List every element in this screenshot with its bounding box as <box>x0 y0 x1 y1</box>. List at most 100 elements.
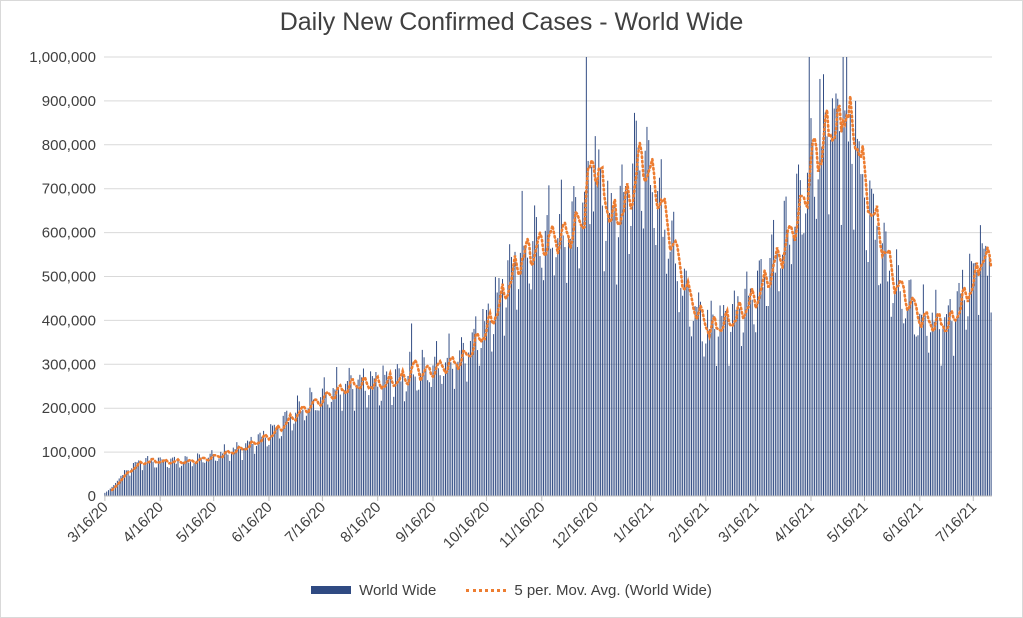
legend-item-world-wide[interactable]: World Wide <box>311 582 436 599</box>
x-tick-label: 6/16/20 <box>228 499 275 546</box>
bar <box>118 478 120 496</box>
bar <box>505 307 507 496</box>
bar <box>159 457 161 496</box>
bar <box>507 260 509 496</box>
bar <box>764 274 766 496</box>
bar <box>414 376 416 496</box>
bar <box>225 450 227 496</box>
bar <box>830 139 832 496</box>
bar <box>865 250 867 496</box>
bar <box>264 437 266 496</box>
bar <box>368 395 370 496</box>
bar <box>958 282 960 496</box>
bar <box>471 332 473 496</box>
bar <box>735 309 737 496</box>
bar <box>289 412 291 496</box>
bar <box>894 294 896 496</box>
bar <box>978 314 980 496</box>
bar <box>263 430 265 496</box>
bar <box>327 404 329 496</box>
bar <box>699 301 701 496</box>
bar <box>767 306 769 496</box>
bar <box>191 466 193 496</box>
bar <box>380 400 382 496</box>
bar <box>979 225 981 496</box>
bar <box>878 285 880 496</box>
bar <box>305 415 307 496</box>
bar <box>143 464 145 496</box>
bar <box>232 447 234 496</box>
bar <box>127 470 129 496</box>
bar <box>823 74 824 496</box>
bar <box>637 147 639 497</box>
bar <box>585 57 587 496</box>
bar <box>796 173 798 496</box>
bar <box>625 186 627 496</box>
bar <box>657 191 659 496</box>
bar <box>420 373 421 496</box>
bar <box>648 140 650 496</box>
bar <box>457 361 459 496</box>
bar <box>125 470 127 496</box>
bar <box>173 456 175 496</box>
bar <box>687 284 689 496</box>
bar <box>753 324 755 496</box>
bar <box>350 375 352 496</box>
y-axis: 0 100,000 200,000 300,000 400,000 500,000 600,… <box>29 49 96 505</box>
bar <box>129 475 131 496</box>
bar <box>562 235 564 496</box>
legend-item-moving-average[interactable]: 5 per. Mov. Avg. (World Wide) <box>466 582 712 599</box>
bar <box>582 202 584 496</box>
bar <box>222 453 224 496</box>
bar <box>259 432 261 496</box>
bar <box>885 231 887 496</box>
bar <box>935 289 937 496</box>
bar <box>794 226 796 496</box>
bar <box>917 335 919 496</box>
bar <box>806 172 808 497</box>
bar <box>566 282 568 496</box>
bar <box>213 454 215 496</box>
bar <box>405 391 407 496</box>
x-tick-label: 3/16/20 <box>64 499 111 546</box>
bar <box>912 301 914 496</box>
bar <box>546 215 548 496</box>
bar <box>275 427 277 496</box>
bar <box>512 264 514 496</box>
bar <box>969 253 971 496</box>
bar <box>658 177 660 496</box>
bar <box>730 331 732 496</box>
bar <box>284 411 286 496</box>
bar <box>667 258 669 496</box>
bar <box>953 355 955 496</box>
bar <box>150 457 152 496</box>
bar <box>949 299 951 496</box>
bar <box>630 225 632 496</box>
legend-swatch-bar <box>311 586 352 594</box>
bar <box>391 404 393 496</box>
bar <box>633 112 635 497</box>
bar <box>432 365 434 496</box>
bar <box>908 280 910 496</box>
bar <box>742 332 744 496</box>
bar <box>564 247 566 496</box>
bar <box>207 457 209 496</box>
bar <box>446 357 448 496</box>
bar <box>359 374 361 496</box>
bar <box>694 306 696 496</box>
bar <box>626 188 628 497</box>
bar <box>915 336 917 496</box>
bar <box>193 463 195 496</box>
bar <box>551 247 553 496</box>
bar <box>314 410 316 496</box>
bar <box>503 335 505 496</box>
bar <box>844 110 846 497</box>
bar <box>398 368 400 496</box>
bar <box>293 423 295 496</box>
bar <box>371 376 373 496</box>
bar <box>910 279 912 496</box>
bar <box>603 271 605 496</box>
bar <box>719 305 721 496</box>
bar <box>781 254 783 496</box>
bar <box>733 290 735 496</box>
